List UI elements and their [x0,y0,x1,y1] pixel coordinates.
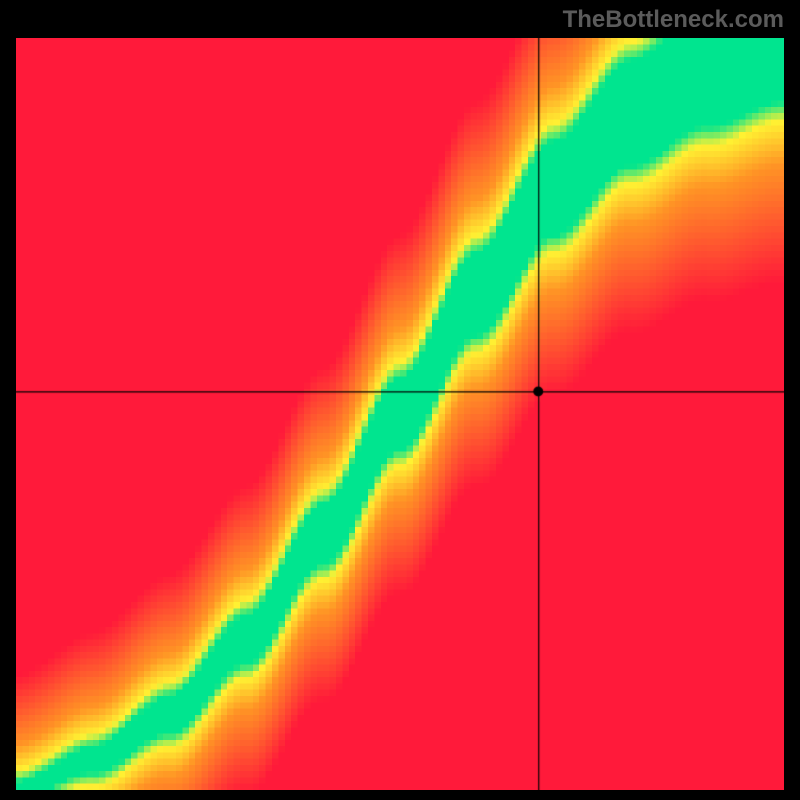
bottleneck-heatmap [16,38,784,790]
watermark-text: TheBottleneck.com [563,6,784,34]
chart-container: { "watermark": { "text": "TheBottleneck.… [0,0,800,800]
